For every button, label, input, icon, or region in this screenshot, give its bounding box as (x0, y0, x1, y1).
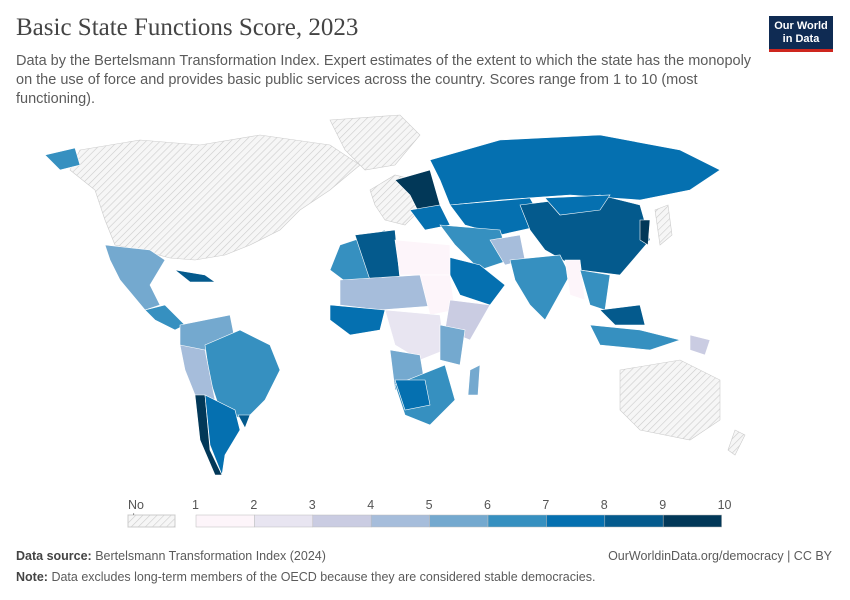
region-caribbean (173, 269, 216, 283)
region-alaska (44, 147, 81, 171)
region-turkey-iran (439, 224, 511, 271)
region-north-america (69, 134, 361, 261)
region-png (689, 334, 711, 356)
legend-tick: 5 (425, 498, 433, 512)
legend-tick: 2 (250, 498, 258, 512)
page-title: Basic State Functions Score, 2023 (16, 14, 359, 41)
data-source: Data source: Bertelsmann Transformation … (16, 549, 326, 563)
region-libya-egypt (394, 239, 451, 276)
logo-line2: in Data (782, 33, 820, 45)
region-uruguay (237, 414, 251, 429)
region-central-africa (384, 309, 446, 361)
region-china (519, 194, 651, 276)
region-east-africa (439, 324, 466, 366)
legend-bin-2-3[interactable] (254, 514, 314, 528)
legend-tick: 7 (542, 498, 550, 512)
subtitle: Data by the Bertelsmann Transformation I… (16, 53, 752, 107)
region-balkans (409, 204, 451, 231)
region-arabia (439, 254, 506, 306)
note: Note: Data excludes long-term members of… (16, 570, 595, 584)
legend-bin-9-10[interactable] (662, 514, 722, 528)
region-argentina (204, 394, 241, 477)
source-url-link[interactable]: OurWorldinData.org/democracy | CC BY (608, 549, 832, 563)
legend-tick: 10 (717, 498, 732, 512)
region-japan (654, 204, 673, 246)
region-korea (639, 219, 651, 246)
legend-bin-7-8[interactable] (546, 514, 606, 528)
region-mexico (104, 244, 166, 311)
legend-tick: 1 (192, 498, 199, 512)
region-central-america (144, 304, 186, 331)
legend-bin-8-9[interactable] (604, 514, 664, 528)
legend-bin-1-2[interactable] (195, 514, 255, 528)
region-greenland (329, 114, 421, 171)
region-namibia-botswana (394, 379, 431, 411)
note-text: Data excludes long-term members of the O… (51, 570, 596, 584)
region-india (509, 254, 571, 321)
region-malaysia (599, 304, 646, 326)
legend-tick: 8 (600, 498, 608, 512)
region-russia (429, 134, 721, 206)
legend-bin-4-5[interactable] (370, 514, 430, 528)
region-new-zealand (727, 429, 746, 456)
legend-tick: 6 (484, 498, 491, 512)
owid-logo[interactable]: Our World in Data (769, 16, 833, 52)
region-se-asia (579, 269, 611, 311)
region-australia (619, 359, 721, 441)
source-label: Data source: (16, 549, 92, 563)
region-madagascar (467, 364, 481, 396)
legend-tick: 4 (367, 498, 375, 512)
note-label: Note: (16, 570, 48, 584)
source-text: Bertelsmann Transformation Index (2024) (95, 549, 326, 563)
legend-tick: 3 (308, 498, 316, 512)
region-indonesia (589, 324, 682, 351)
legend-tick: 9 (659, 498, 667, 512)
legend-no-data-swatch (127, 514, 176, 528)
legend-bin-6-7[interactable] (487, 514, 547, 528)
legend-bin-3-4[interactable] (312, 514, 372, 528)
legend-bin-5-6[interactable] (429, 514, 489, 528)
region-mongolia (544, 194, 611, 216)
logo-line1: Our World (774, 20, 828, 32)
legend-scale (127, 514, 722, 528)
region-brazil (204, 329, 281, 421)
region-west-africa (329, 304, 386, 336)
world-map[interactable] (0, 110, 850, 490)
